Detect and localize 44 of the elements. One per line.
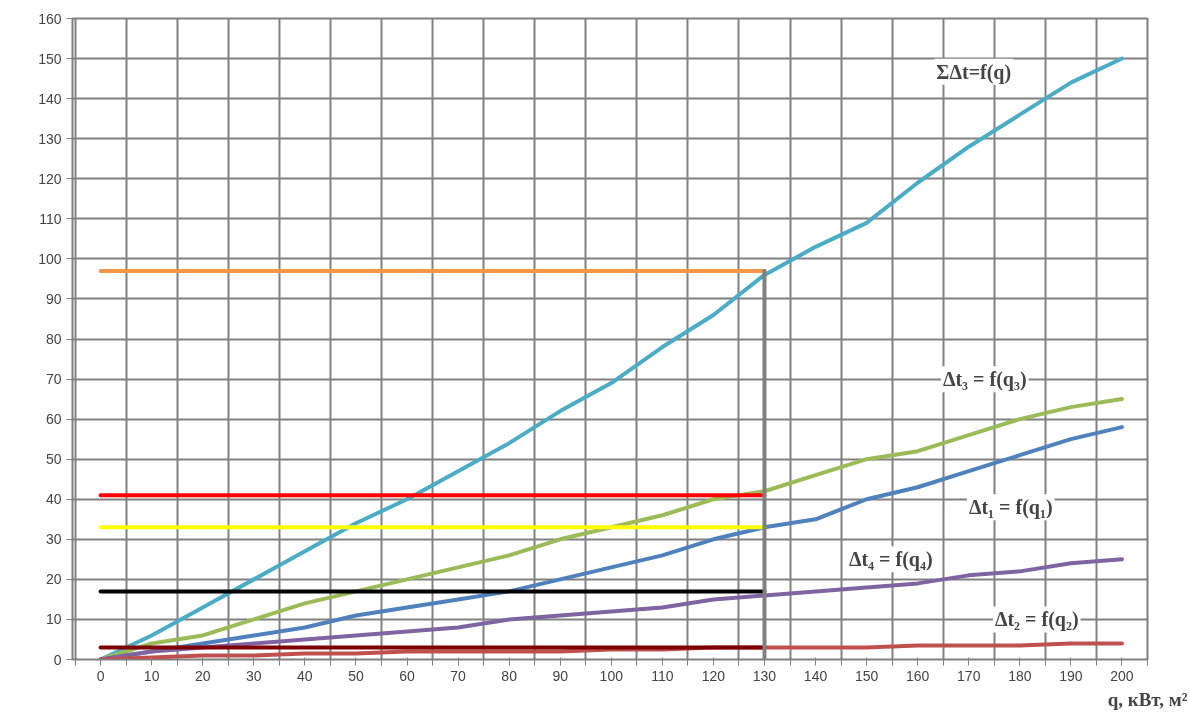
x-tick-label: 160 <box>906 667 930 684</box>
x-tick-label: 100 <box>599 667 624 684</box>
y-tick-label: 40 <box>45 491 62 508</box>
x-tick-label: 70 <box>450 667 467 684</box>
y-tick-label: 90 <box>45 290 62 307</box>
y-tick-label: 50 <box>45 451 62 468</box>
x-tick-label: 190 <box>1059 667 1083 684</box>
y-tick-label: 130 <box>38 130 62 147</box>
y-tick-label: 150 <box>38 50 62 67</box>
y-tick-label: 10 <box>45 611 62 628</box>
x-tick-label: 60 <box>399 667 415 684</box>
series-label: Δt₃ = f(q₃) <box>942 368 1027 392</box>
series-label: Δt₁ = f(q₁) <box>968 496 1053 520</box>
x-tick-label: 200 <box>1110 667 1134 684</box>
x-tick-label: 150 <box>854 667 879 684</box>
x-tick-label: 80 <box>501 667 518 684</box>
series-label: ΣΔt=f(q) <box>936 60 1012 84</box>
x-tick-label: 0 <box>96 667 105 684</box>
x-tick-label: 50 <box>348 667 364 684</box>
y-tick-label: 80 <box>45 331 62 347</box>
x-tick-label: 120 <box>701 667 726 684</box>
x-tick-label: 20 <box>194 667 211 684</box>
x-tick-label: 140 <box>803 667 828 684</box>
x-tick-label: 180 <box>1008 667 1032 684</box>
x-tick-label: 30 <box>246 667 262 684</box>
series-label: Δt₄ = f(q₄) <box>848 548 933 572</box>
y-tick-label: 110 <box>39 210 62 227</box>
y-tick-label: 120 <box>38 170 62 187</box>
y-tick-label: 60 <box>45 411 62 428</box>
x-tick-label: 10 <box>143 667 160 684</box>
y-tick-label: 140 <box>38 90 62 107</box>
y-tick-label: 20 <box>45 571 62 588</box>
x-axis-title: q, кВт, м² <box>1107 688 1188 710</box>
x-tick-label: 40 <box>297 667 313 684</box>
y-tick-label: 30 <box>45 531 62 548</box>
x-tick-label: 130 <box>752 667 777 684</box>
y-tick-label: 160 <box>38 10 62 27</box>
y-tick-label: 0 <box>53 651 62 668</box>
y-tick-label: 100 <box>38 250 62 267</box>
y-tick-label: 70 <box>45 371 62 388</box>
x-tick-label: 170 <box>957 667 981 684</box>
x-tick-label: 90 <box>552 667 569 684</box>
x-tick-label: 110 <box>651 667 674 684</box>
series-label: Δt₂ = f(q₂) <box>994 608 1079 632</box>
